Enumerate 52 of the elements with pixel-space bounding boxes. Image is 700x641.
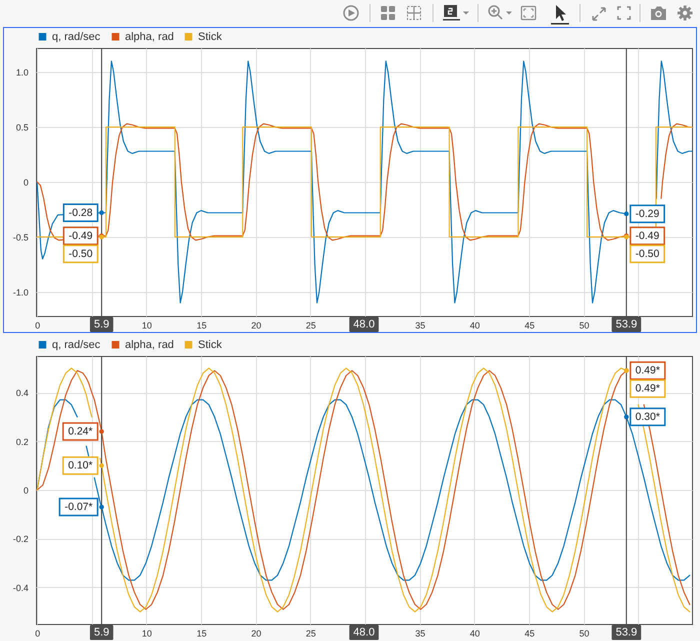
y-tick-label: -0.5 bbox=[12, 232, 28, 242]
y-tick-label: 0 bbox=[23, 486, 28, 496]
y-tick-label: -1.0 bbox=[12, 287, 28, 298]
data-label: 0.49* bbox=[635, 364, 660, 377]
x-tick-label: 10 bbox=[142, 320, 152, 330]
data-label: -0.50 bbox=[68, 248, 93, 260]
data-label: 0.30* bbox=[635, 410, 660, 423]
legend-label: q, rad/sec bbox=[52, 30, 101, 43]
data-label: -0.29 bbox=[635, 208, 660, 220]
y-tick-label: 0.5 bbox=[16, 122, 28, 133]
x-tick-label: 35 bbox=[415, 628, 426, 638]
x-tick-label: 50 bbox=[579, 628, 590, 638]
y-tick-label: -0.4 bbox=[12, 582, 28, 593]
x-tick-label: 45 bbox=[524, 628, 535, 638]
legend-label: Stick bbox=[198, 338, 222, 351]
data-label: -0.07* bbox=[64, 501, 93, 514]
ref-line-label: 53.9 bbox=[616, 318, 638, 330]
x-tick-label: 50 bbox=[579, 320, 590, 330]
legend-label: Stick bbox=[198, 30, 222, 43]
ref-line-label: 5.9 bbox=[94, 626, 110, 638]
x-tick-label: 20 bbox=[251, 320, 262, 330]
data-label: -0.50 bbox=[635, 248, 660, 260]
legend-label: alpha, rad bbox=[125, 338, 174, 351]
legend-label: q, rad/sec bbox=[52, 338, 101, 351]
data-label: -0.49 bbox=[635, 230, 660, 242]
x-tick-label: 0 bbox=[35, 320, 40, 330]
x-tick-label: 15 bbox=[196, 320, 207, 330]
x-tick-label: 15 bbox=[196, 628, 207, 638]
x-tick-label: 35 bbox=[415, 320, 426, 330]
text: 48.0 bbox=[353, 626, 375, 638]
x-tick-label: 40 bbox=[470, 320, 480, 330]
y-tick-label: 0.2 bbox=[16, 436, 28, 447]
ref-line-label: 5.9 bbox=[94, 318, 110, 330]
ref-line-label: 53.9 bbox=[616, 626, 638, 638]
data-label: 0.24* bbox=[68, 426, 93, 438]
data-label: -0.49 bbox=[68, 230, 93, 242]
y-tick-label: 0.4 bbox=[16, 388, 28, 398]
x-tick-label: 45 bbox=[524, 320, 535, 330]
data-label: 0.49* bbox=[635, 382, 660, 395]
text: 48.0 bbox=[353, 318, 375, 330]
x-tick-label: 10 bbox=[142, 628, 152, 638]
x-tick-label: 25 bbox=[306, 628, 316, 638]
data-label: -0.28 bbox=[68, 206, 93, 219]
x-tick-label: 25 bbox=[306, 320, 316, 330]
x-tick-label: 0 bbox=[35, 628, 40, 638]
y-tick-label: 1.0 bbox=[16, 68, 28, 78]
x-tick-label: 40 bbox=[470, 628, 480, 638]
y-tick-label: 0 bbox=[23, 178, 28, 188]
legend-label: alpha, rad bbox=[125, 30, 174, 43]
x-tick-label: 20 bbox=[251, 628, 262, 638]
y-tick-label: -0.2 bbox=[12, 534, 28, 544]
data-label: 0.10* bbox=[68, 460, 93, 472]
